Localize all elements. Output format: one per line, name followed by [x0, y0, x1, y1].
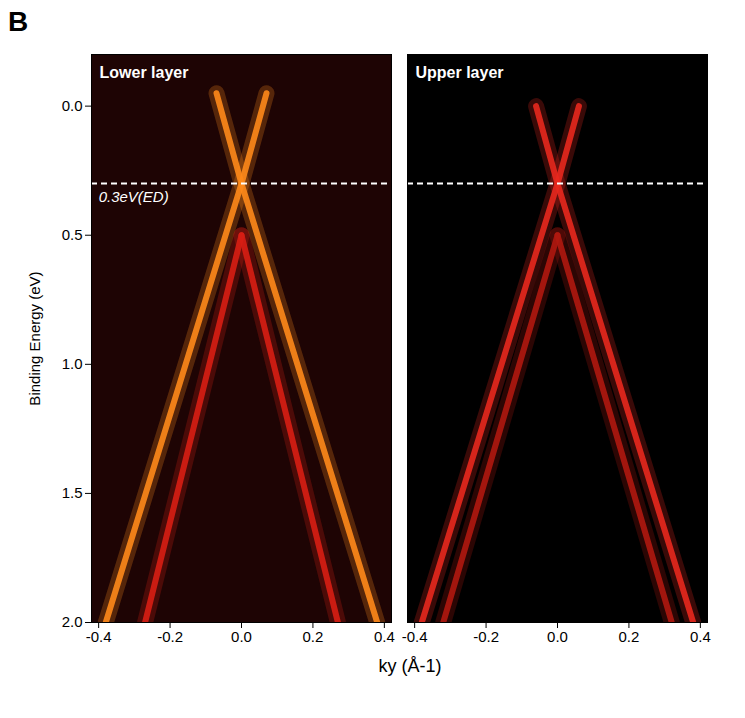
html-text:B: B	[8, 6, 29, 37]
svg-text:0.2: 0.2	[302, 628, 323, 645]
svg-text:0.0: 0.0	[231, 628, 252, 645]
svg-text:Binding Energy (eV): Binding Energy (eV)	[26, 271, 43, 405]
svg-text:0.4: 0.4	[374, 628, 395, 645]
svg-text:0.3eV(ED): 0.3eV(ED)	[99, 188, 169, 205]
svg-text:0.5: 0.5	[62, 226, 83, 243]
svg-text:-0.2: -0.2	[473, 628, 499, 645]
svg-text:0.0: 0.0	[62, 97, 83, 114]
svg-text:0.4: 0.4	[690, 628, 711, 645]
svg-text:Upper layer: Upper layer	[416, 64, 504, 81]
svg-text:-0.4: -0.4	[86, 628, 112, 645]
svg-text:2.0: 2.0	[62, 613, 83, 630]
svg-text:-0.4: -0.4	[402, 628, 428, 645]
html-text:ky (Å-1): ky (Å-1)	[378, 656, 442, 676]
svg-text:1.0: 1.0	[62, 355, 83, 372]
svg-text:-0.2: -0.2	[157, 628, 183, 645]
svg-text:Lower layer: Lower layer	[100, 64, 189, 81]
svg-text:0.2: 0.2	[618, 628, 639, 645]
svg-text:0.0: 0.0	[547, 628, 568, 645]
svg-text:1.5: 1.5	[62, 484, 83, 501]
